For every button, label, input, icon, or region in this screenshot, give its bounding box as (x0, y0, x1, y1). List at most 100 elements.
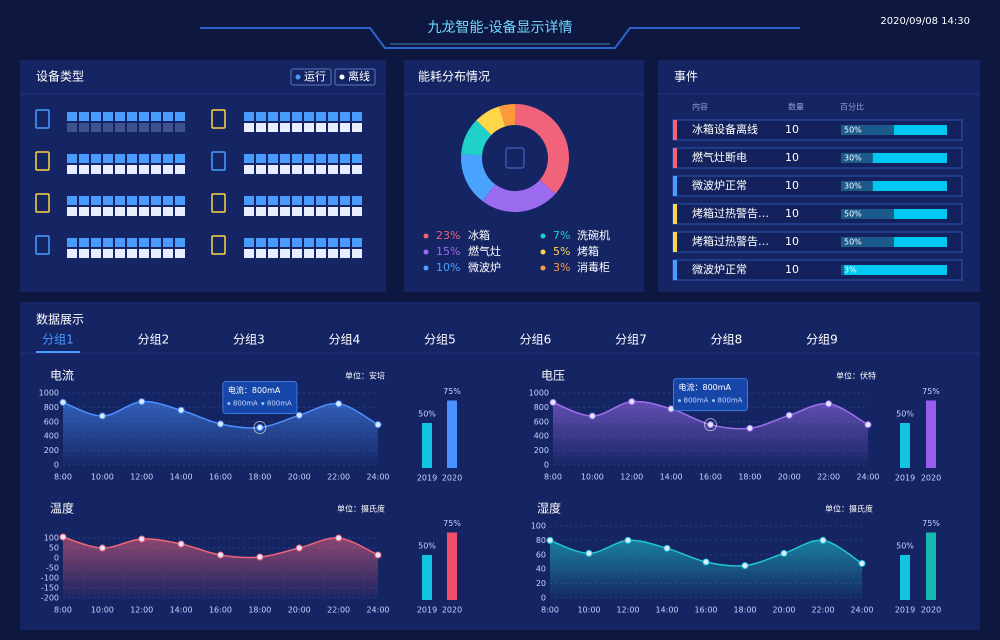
device-cell (304, 165, 314, 174)
bar-category: 2020 (921, 474, 941, 483)
x-tick-label: 12:00 (616, 606, 639, 615)
device-cell (175, 123, 185, 132)
device-cell (328, 238, 338, 247)
device-cell (163, 154, 173, 163)
y-tick-label: 600 (44, 417, 59, 426)
legend-dot (423, 265, 429, 271)
tab[interactable]: 分组8 (711, 333, 743, 347)
device-cell (292, 207, 302, 216)
tab[interactable]: 分组7 (615, 333, 647, 347)
event-strip (673, 120, 677, 140)
device-cell (244, 196, 254, 205)
x-tick-label: 16:00 (209, 473, 232, 482)
point (374, 421, 382, 429)
bar (422, 555, 432, 600)
device-cell (91, 123, 101, 132)
x-tick-label: 18:00 (733, 606, 756, 615)
tab[interactable]: 分组4 (329, 333, 361, 347)
tooltip-item: 800mA (718, 397, 743, 405)
bar (447, 400, 457, 468)
legend-label: 运行 (304, 70, 326, 83)
device-cell (139, 207, 149, 216)
y-tick-label: 100 (44, 534, 59, 543)
device-cell (79, 207, 89, 216)
tab[interactable]: 分组5 (424, 333, 456, 347)
device-cell (304, 196, 314, 205)
x-tick-label: 20:00 (288, 606, 311, 615)
bar-category: 2020 (442, 474, 462, 483)
device-cell (103, 123, 113, 132)
device-cell (256, 112, 266, 121)
event-name: 微波炉正常 (692, 178, 747, 192)
tab[interactable]: 分组6 (520, 333, 552, 347)
device-cell (256, 207, 266, 216)
point (59, 398, 67, 406)
point (741, 562, 749, 570)
table-header: 内容 (692, 102, 708, 112)
device-cell (79, 165, 89, 174)
y-tick-label: 1000 (529, 389, 549, 398)
x-tick-label: 8:00 (544, 473, 562, 482)
panel-title: 数据展示 (36, 312, 84, 327)
device-cell (115, 112, 125, 121)
device-cell (163, 249, 173, 258)
tab[interactable]: 分组3 (233, 333, 265, 347)
bar-fill (841, 125, 894, 135)
y-tick-label: 400 (534, 432, 549, 441)
y-tick-label: 80 (536, 536, 546, 545)
x-tick-label: 10:00 (91, 473, 114, 482)
chart-title: 电压 (541, 369, 565, 383)
device-cell (127, 196, 137, 205)
device-cell (67, 196, 77, 205)
pie-slice (461, 153, 496, 202)
device-cell (292, 123, 302, 132)
event-count: 10 (785, 263, 799, 276)
point (549, 398, 557, 406)
point (335, 400, 343, 408)
device-cell (316, 238, 326, 247)
bar (900, 555, 910, 600)
device-cell (316, 112, 326, 121)
point (98, 544, 106, 552)
device-cell (103, 165, 113, 174)
x-tick-label: 14:00 (170, 473, 193, 482)
tab[interactable]: 分组1 (42, 333, 74, 347)
bar-category: 2019 (417, 474, 437, 483)
device-cell (340, 249, 350, 258)
legend-dot (339, 74, 345, 80)
tab[interactable]: 分组9 (806, 333, 838, 347)
slice-name: 洗碗机 (577, 228, 610, 242)
device-cell (328, 207, 338, 216)
device-cell (280, 249, 290, 258)
point (624, 536, 632, 544)
tooltip (673, 378, 748, 412)
device-cell (175, 112, 185, 121)
point (628, 398, 636, 406)
bar-track (841, 153, 947, 163)
x-tick-label: 24:00 (850, 606, 873, 615)
slice-label: 3% (553, 261, 570, 274)
bar-fill (841, 209, 894, 219)
device-cell (127, 123, 137, 132)
device-cell (280, 154, 290, 163)
tab[interactable]: 分组2 (138, 333, 170, 347)
chart-unit: 单位：安培 (345, 371, 385, 381)
tooltip-item: 800mA (267, 400, 292, 408)
device-cell (340, 165, 350, 174)
header-title: 九龙智能-设备显示详情 (427, 19, 572, 36)
device-cell (280, 112, 290, 121)
x-tick-label: 14:00 (170, 606, 193, 615)
device-cell (328, 112, 338, 121)
x-tick-label: 12:00 (130, 606, 153, 615)
device-cell (352, 165, 362, 174)
event-name: 微波炉正常 (692, 262, 747, 276)
x-tick-label: 18:00 (248, 473, 271, 482)
device-cell (280, 123, 290, 132)
device-cell (340, 123, 350, 132)
highlight (704, 418, 717, 432)
device-cell (352, 238, 362, 247)
device-cell (163, 207, 173, 216)
device-cell (67, 238, 77, 247)
device-cell (175, 154, 185, 163)
device-cell (328, 154, 338, 163)
